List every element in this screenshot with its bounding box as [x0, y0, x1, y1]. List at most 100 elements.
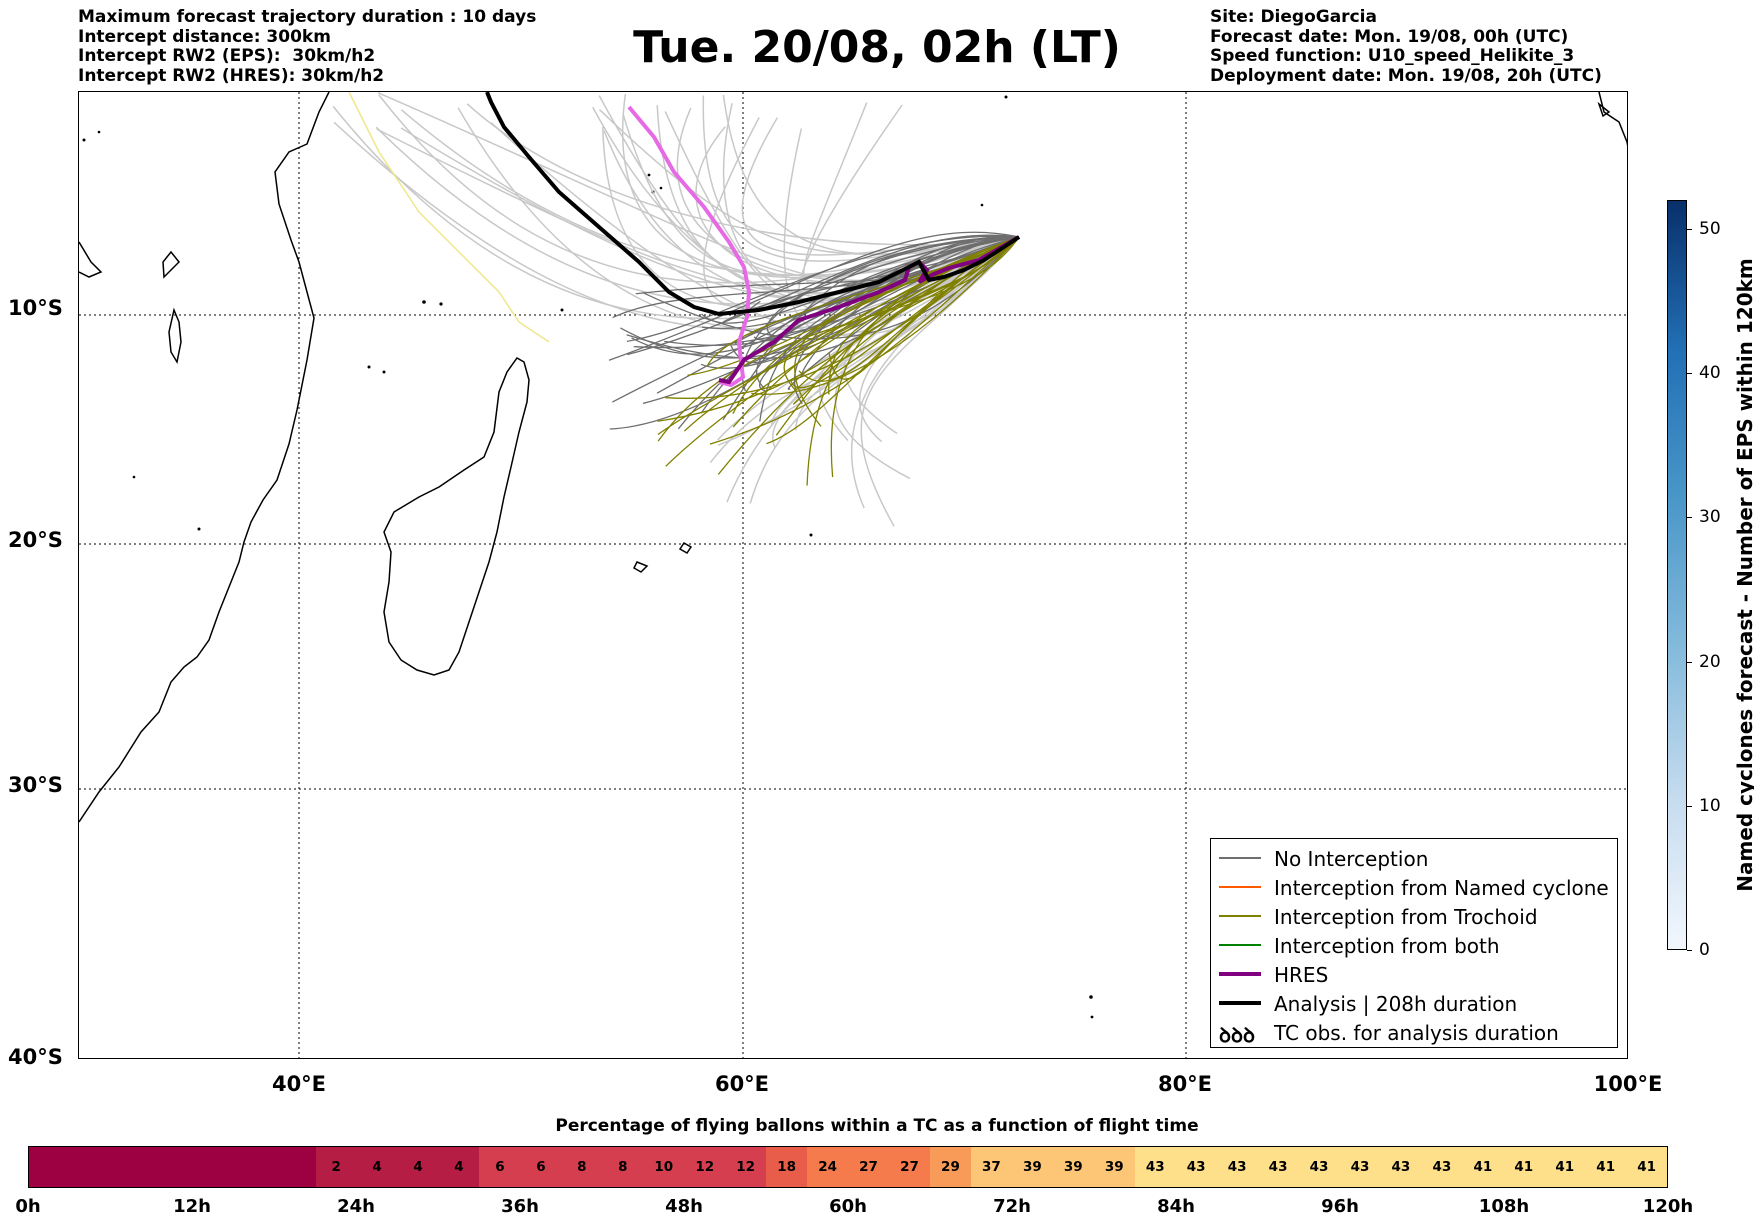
legend-label: Interception from both	[1274, 934, 1500, 958]
lon-label-60e: 60°E	[714, 1072, 770, 1096]
percentage-cell: 41	[1585, 1147, 1627, 1187]
forecast-parameters: Maximum forecast trajectory duration : 1…	[78, 7, 536, 86]
percentage-cell	[29, 1147, 70, 1187]
percentage-cell	[151, 1147, 193, 1187]
legend-item: Interception from Named cyclone	[1211, 874, 1617, 903]
percentage-cell	[192, 1147, 234, 1187]
lat-label-30s: 30°S	[8, 773, 63, 797]
percentage-cell	[233, 1147, 275, 1187]
flight-hour-label: 84h	[1157, 1196, 1195, 1217]
percentage-cell: 41	[1503, 1147, 1545, 1187]
colorbar-title: Named cyclones forecast - Number of EPS …	[1733, 258, 1754, 892]
percentage-cell: 37	[970, 1147, 1012, 1187]
percentage-cell: 43	[1339, 1147, 1381, 1187]
colorbar-tick-mark	[1687, 228, 1692, 230]
legend-swatch	[1219, 886, 1261, 888]
forecast-param-line-2: Intercept RW2 (EPS): 30km/h2	[78, 46, 376, 66]
percentage-cell: 8	[561, 1147, 603, 1187]
eps-trajectory	[687, 236, 1020, 376]
percentage-cell: 39	[1093, 1147, 1135, 1187]
eps-trajectory	[626, 235, 1020, 343]
percentage-cell: 24	[807, 1147, 849, 1187]
flight-hour-label: 120h	[1642, 1196, 1694, 1217]
colorbar-tick-mark	[1687, 373, 1692, 375]
percentage-cell	[110, 1147, 152, 1187]
eps-trajectory	[375, 126, 1020, 305]
colorbar-tick-label: 50	[1699, 218, 1721, 239]
eps-tracks-faded	[332, 92, 1020, 527]
map-title: Tue. 20/08, 02h (LT)	[633, 22, 1121, 73]
percentage-cell: 8	[602, 1147, 644, 1187]
flight-hour-label: 0h	[15, 1196, 41, 1217]
flight-hour-label: 36h	[501, 1196, 539, 1217]
eps-trajectory	[612, 236, 1020, 403]
eps-trajectory	[378, 94, 1020, 284]
named-cyclones-colorbar	[1667, 200, 1687, 950]
percentage-cell: 39	[1052, 1147, 1094, 1187]
legend-item: Interception from both	[1211, 932, 1617, 961]
percentage-cell: 12	[684, 1147, 726, 1187]
eps-trajectory	[722, 94, 1020, 256]
flight-hour-label: 24h	[337, 1196, 375, 1217]
percentage-cell: 43	[1134, 1147, 1176, 1187]
eps-trajectory	[598, 109, 1020, 255]
percentage-cell: 43	[1380, 1147, 1422, 1187]
legend-label: TC obs. for analysis duration	[1274, 1021, 1559, 1045]
percentage-cell: 4	[438, 1147, 480, 1187]
legend-swatch	[1219, 944, 1261, 946]
percentage-cell: 18	[766, 1147, 808, 1187]
eps-trajectory	[665, 236, 1020, 467]
lon-label-100e: 100°E	[1593, 1072, 1663, 1096]
flight-hour-label: 72h	[993, 1196, 1031, 1217]
percentage-cell: 43	[1298, 1147, 1340, 1187]
hres-track-faded	[627, 105, 752, 388]
flight-hour-label: 96h	[1321, 1196, 1359, 1217]
eps-trajectory	[609, 236, 1020, 430]
percentage-cell: 4	[397, 1147, 439, 1187]
site-information: Site: DiegoGarcia Forecast date: Mon. 19/…	[1210, 7, 1602, 86]
percentage-cell: 41	[1544, 1147, 1586, 1187]
percentage-cell: 43	[1216, 1147, 1258, 1187]
flight-hour-label: 12h	[173, 1196, 211, 1217]
legend-label: Interception from Named cyclone	[1274, 876, 1609, 900]
site-info-line-0: Site: DiegoGarcia	[1210, 7, 1377, 27]
percentage-cell: 43	[1175, 1147, 1217, 1187]
legend-label: Interception from Trochoid	[1274, 905, 1538, 929]
percentage-cell: 6	[520, 1147, 562, 1187]
percentage-cell: 43	[1421, 1147, 1463, 1187]
legend-swatch	[1219, 972, 1261, 976]
legend-label: HRES	[1274, 963, 1329, 987]
flight-hour-label: 60h	[829, 1196, 867, 1217]
colorbar-tick-label: 20	[1699, 651, 1721, 672]
site-info-line-2: Speed function: U10_speed_Helikite_3	[1210, 46, 1575, 66]
lon-label-80e: 80°E	[1157, 1072, 1213, 1096]
eps-trajectory	[627, 234, 1020, 356]
lon-label-40e: 40°E	[271, 1072, 327, 1096]
legend-label: Analysis | 208h duration	[1274, 992, 1518, 1016]
percentage-cell: 27	[889, 1147, 930, 1187]
flight-hour-label: 108h	[1478, 1196, 1530, 1217]
small-islands	[82, 95, 1094, 1019]
percentage-cell: 2	[315, 1147, 357, 1187]
percentage-cell	[69, 1147, 111, 1187]
legend-swatch	[1219, 857, 1261, 859]
legend-label: No Interception	[1274, 847, 1429, 871]
coastlines	[79, 92, 1627, 823]
map-canvas	[79, 92, 1627, 1058]
percentage-cell	[274, 1147, 316, 1187]
colorbar-tick-mark	[1687, 661, 1692, 663]
forecast-param-line-3: Intercept RW2 (HRES): 30km/h2	[78, 65, 385, 86]
eps-trajectory	[612, 236, 1020, 319]
colorbar-tick-label: 0	[1699, 940, 1710, 960]
percentage-cell: 29	[929, 1147, 971, 1187]
legend-item: Analysis | 208h duration	[1211, 990, 1617, 1019]
percentage-cell: 43	[1257, 1147, 1299, 1187]
flight-hour-label: 48h	[665, 1196, 703, 1217]
eps-trajectory	[709, 236, 1020, 445]
colorbar-tick-label: 30	[1699, 507, 1721, 528]
percentage-cell: 41	[1462, 1147, 1504, 1187]
colorbar-tick-label: 10	[1699, 795, 1721, 816]
hres-track	[718, 235, 1020, 385]
percentage-cell: 10	[643, 1147, 685, 1187]
flight-time-percentage-bar: 2 4 4 4 6 6 8 8 10 12 12 18 24 27 27 29 37 39 39 39 43 43 43 43…	[28, 1146, 1668, 1188]
